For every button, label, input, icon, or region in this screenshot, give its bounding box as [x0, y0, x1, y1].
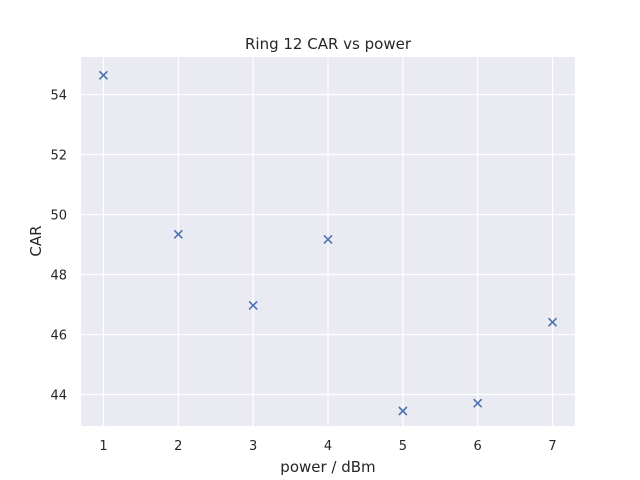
x-tick-label: 3 — [249, 439, 257, 454]
data-point — [248, 300, 258, 310]
y-tick-label: 44 — [50, 389, 67, 404]
data-point — [323, 234, 333, 244]
grid-lines — [81, 57, 575, 426]
x-tick-label: 1 — [99, 439, 107, 454]
x-tick-label: 4 — [324, 439, 332, 454]
x-tick-label: 6 — [474, 439, 482, 454]
data-point — [398, 406, 408, 416]
y-tick-label: 54 — [50, 89, 67, 104]
chart-title: Ring 12 CAR vs power — [245, 35, 412, 53]
y-tick-label: 46 — [50, 329, 67, 344]
y-tick-labels: 44 46 48 50 52 54 — [50, 89, 67, 404]
data-points — [98, 70, 558, 416]
x-axis-label: power / dBm — [280, 458, 375, 476]
data-point — [173, 229, 183, 239]
data-point — [98, 70, 109, 80]
x-tick-label: 2 — [174, 439, 182, 454]
data-point — [547, 317, 558, 327]
y-tick-label: 52 — [50, 149, 67, 164]
x-tick-labels: 1 2 3 4 5 6 7 — [99, 439, 556, 454]
y-axis-label: CAR — [27, 225, 45, 256]
data-point — [473, 398, 483, 408]
x-tick-label: 5 — [399, 439, 407, 454]
x-tick-label: 7 — [548, 439, 556, 454]
y-tick-label: 48 — [50, 269, 67, 284]
y-tick-label: 50 — [50, 209, 67, 224]
